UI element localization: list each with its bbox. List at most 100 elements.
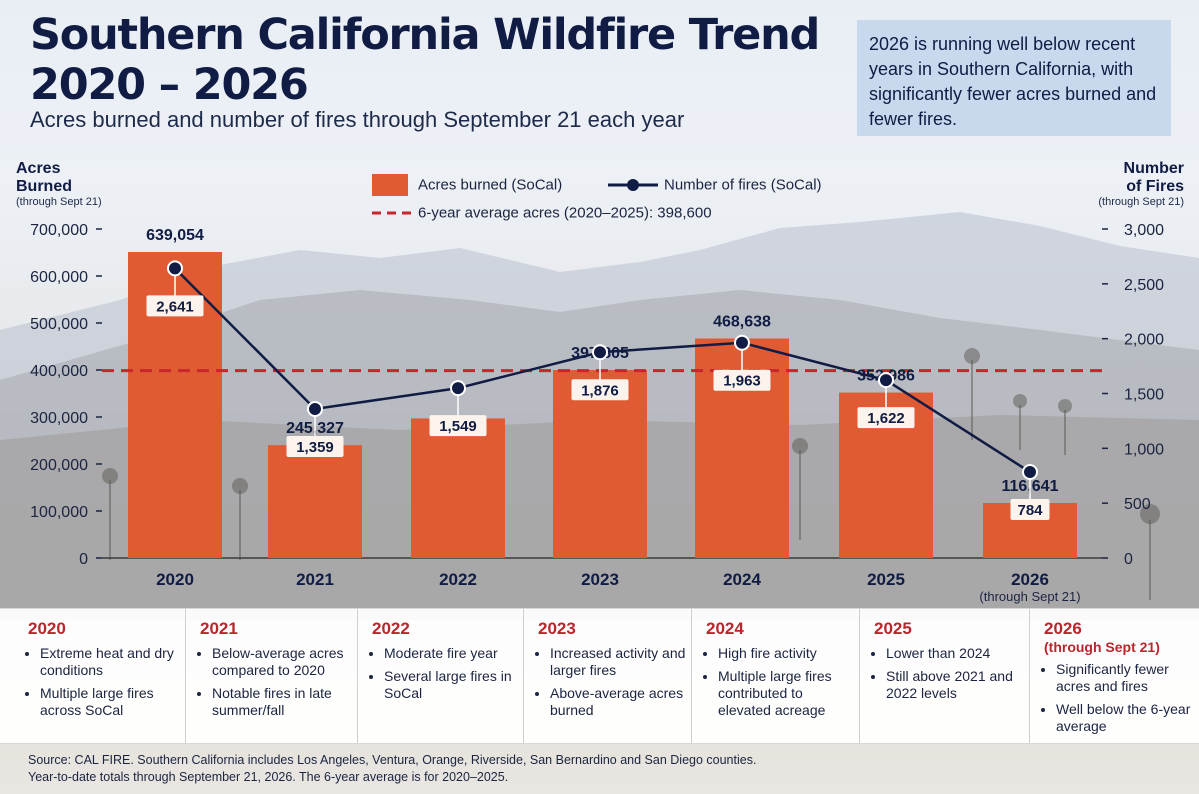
year-note-bullet: Extreme heat and dry conditions <box>40 645 185 679</box>
source-note: Source: CAL FIRE. Southern California in… <box>28 752 756 786</box>
left-tick-label: 100,000 <box>30 504 88 521</box>
left-axis-title-block: Acres Burned (through Sept 21) <box>16 160 136 208</box>
year-note-bullets: Moderate fire year Several large fires in… <box>372 645 523 702</box>
fires-value-label: 1,876 <box>581 382 619 399</box>
source-line-2: Year-to-date totals through September 21… <box>28 770 509 784</box>
year-note-bullets: Increased activity and larger fires Above… <box>538 645 691 719</box>
year-note-heading: 2025 <box>874 619 912 638</box>
x-category-label: 2021 <box>296 570 334 589</box>
year-note-heading: 2023 <box>538 619 576 638</box>
year-note-bullets: Lower than 2024 Still above 2021 and 2022… <box>874 645 1029 702</box>
year-note-bullet: Increased activity and larger fires <box>550 645 691 679</box>
right-axis-title: Number of Fires <box>1123 160 1184 195</box>
left-tick-label: 500,000 <box>30 316 88 333</box>
right-tick-label: 500 <box>1124 496 1151 513</box>
x-category-label: 2020 <box>156 570 194 589</box>
year-note-2021: 2021 Below-average acres compared to 2020… <box>186 609 358 743</box>
legend-label-bars: Acres burned (SoCal) <box>418 176 563 194</box>
fires-label-box <box>286 435 344 457</box>
fires-label-box <box>1010 499 1050 521</box>
fires-value-label: 1,359 <box>296 439 334 456</box>
fires-value-label: 2,641 <box>156 298 194 315</box>
legend-item-bars: Acres burned (SoCal) <box>372 174 562 196</box>
year-note-bullet: Below-average acres compared to 2020 <box>212 645 357 679</box>
year-note-subheading: (through Sept 21) <box>1044 639 1160 655</box>
year-note-heading: 2024 <box>706 619 744 638</box>
year-note-2023: 2023 Increased activity and larger fires A… <box>524 609 692 743</box>
fires-point <box>878 372 894 389</box>
bar-value-label: 468,638 <box>713 314 771 331</box>
right-tick-label: 1,500 <box>1124 387 1164 404</box>
left-axis-subtitle: (through Sept 21) <box>16 196 102 208</box>
left-tick-label: 300,000 <box>30 410 88 427</box>
bar <box>553 370 647 558</box>
legend-swatch-bar <box>372 174 408 196</box>
right-tick-label: 0 <box>1124 551 1133 568</box>
combo-chart: 0 100,000 200,000 300,000 400,000 500,000 600,… <box>30 222 1164 604</box>
right-tick-label: 3,000 <box>1124 222 1164 239</box>
left-axis-title: Acres Burned <box>16 160 72 195</box>
year-note-bullets: High fire activity Multiple large fires c… <box>706 645 859 719</box>
year-note-bullet: Several large fires in SoCal <box>384 668 523 702</box>
x-category-label: 2022 <box>439 570 477 589</box>
fires-label-box <box>857 407 915 429</box>
year-note-heading: 2026 <box>1044 619 1082 638</box>
left-tick-label: 700,000 <box>30 222 88 239</box>
year-note-bullet: Multiple large fires across SoCal <box>40 685 185 719</box>
year-note-heading: 2022 <box>372 619 410 638</box>
year-note-bullet: Multiple large fires contributed to elev… <box>718 668 859 719</box>
right-tick-label: 2,500 <box>1124 277 1164 294</box>
left-tick-label: 400,000 <box>30 363 88 380</box>
year-note-2025: 2025 Lower than 2024 Still above 2021 and … <box>860 609 1030 743</box>
fires-label-box <box>571 379 629 401</box>
legend-swatch-line <box>608 179 658 191</box>
fires-label-box <box>713 369 771 391</box>
page-title: Southern California Wildfire Trend 2020 … <box>30 10 820 110</box>
fires-point <box>592 344 608 361</box>
year-note-heading: 2020 <box>28 619 66 638</box>
fires-value-label: 784 <box>1017 502 1043 519</box>
callout-note: 2026 is running well below recent years … <box>857 20 1171 136</box>
x-category-label: 2023 <box>581 570 619 589</box>
fires-point <box>450 380 466 397</box>
right-tick-label: 1,000 <box>1124 441 1164 458</box>
bar-value-label: 639,054 <box>146 227 204 244</box>
bar <box>411 418 505 558</box>
year-note-bullet: Well below the 6-year average <box>1056 701 1199 735</box>
fires-point <box>167 260 183 277</box>
left-tick-label: 0 <box>79 551 88 568</box>
year-note-2022: 2022 Moderate fire year Several large fire… <box>358 609 524 743</box>
legend-item-average: 6-year average acres (2020–2025): 398,60… <box>372 204 712 222</box>
fires-value-label: 1,963 <box>723 373 761 390</box>
fires-point <box>734 334 750 351</box>
year-note-2020: 2020 Extreme heat and dry conditions Multi… <box>0 609 186 743</box>
left-tick-label: 600,000 <box>30 269 88 286</box>
year-note-2024: 2024 High fire activity Multiple large fir… <box>692 609 860 743</box>
year-note-bullet: Notable fires in late summer/fall <box>212 685 357 719</box>
x-category-sublabel: (through Sept 21) <box>979 589 1080 604</box>
year-note-bullet: Lower than 2024 <box>886 645 1029 662</box>
year-note-2026: 2026(through Sept 21) Significantly fewer… <box>1030 609 1199 743</box>
year-note-bullet: Above-average acres burned <box>550 685 691 719</box>
x-category-label: 2025 <box>867 570 905 589</box>
fires-label-box <box>429 415 487 437</box>
right-tick-label: 2,000 <box>1124 332 1164 349</box>
fires-label-box <box>146 295 204 317</box>
legend-item-line: Number of fires (SoCal) <box>608 174 822 196</box>
year-note-bullet: Still above 2021 and 2022 levels <box>886 668 1029 702</box>
subtitle: Acres burned and number of fires through… <box>30 107 685 132</box>
year-note-bullets: Below-average acres compared to 2020 Nota… <box>200 645 357 719</box>
fires-point <box>1022 464 1038 481</box>
year-note-heading: 2021 <box>200 619 238 638</box>
x-category-label: 2026 <box>1011 570 1049 589</box>
year-notes-strip: 2020 Extreme heat and dry conditions Multi… <box>0 608 1199 744</box>
right-axis-title-block: Number of Fires (through Sept 21) <box>1062 160 1184 208</box>
right-axis-subtitle: (through Sept 21) <box>1098 196 1184 208</box>
fires-value-label: 1,622 <box>867 410 905 427</box>
bar <box>268 445 362 558</box>
left-tick-label: 200,000 <box>30 457 88 474</box>
legend-label-line: Number of fires (SoCal) <box>664 176 822 194</box>
legend-swatch-dashed <box>372 211 412 215</box>
year-note-bullets: Extreme heat and dry conditions Multiple … <box>28 645 185 719</box>
